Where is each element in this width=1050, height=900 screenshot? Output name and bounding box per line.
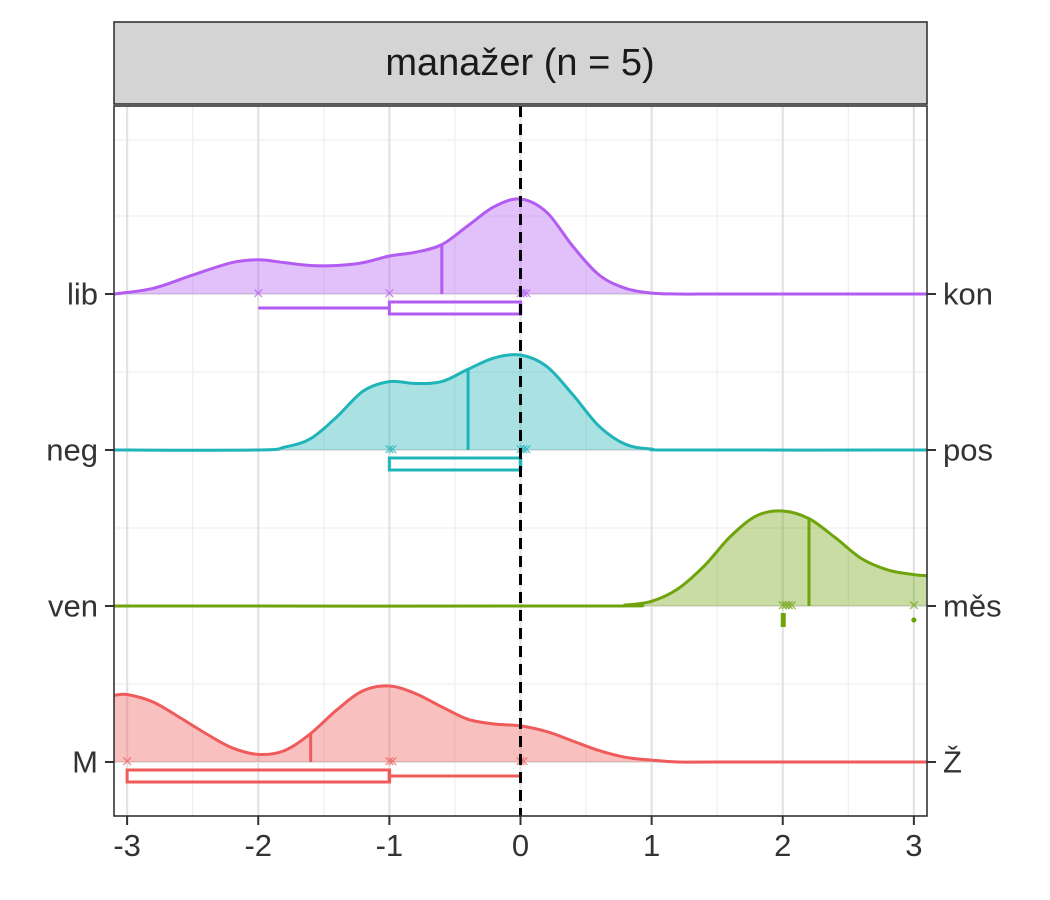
data-point: × bbox=[252, 284, 265, 302]
density-area bbox=[114, 510, 927, 607]
data-point: × bbox=[383, 440, 396, 458]
density-area bbox=[114, 198, 927, 295]
series-ven: ×××× × bbox=[113, 509, 928, 627]
data-point: × bbox=[776, 596, 789, 614]
box-collapsed bbox=[780, 613, 786, 627]
data-point: × bbox=[386, 440, 399, 458]
data-point: × bbox=[383, 752, 396, 770]
density-line bbox=[113, 353, 928, 452]
x-tick-label: 3 bbox=[905, 828, 922, 863]
density-area bbox=[114, 685, 927, 763]
y-label-right: kon bbox=[943, 277, 993, 312]
data-point: × bbox=[386, 752, 399, 770]
data-point: × bbox=[121, 752, 134, 770]
y-label-right: pos bbox=[943, 433, 993, 468]
density-line bbox=[113, 197, 927, 296]
x-tick-label: 2 bbox=[774, 828, 791, 863]
data-point: × bbox=[520, 284, 533, 302]
data-point: × bbox=[908, 596, 921, 614]
axes: -3 -2 -1 0 1 2 3 lib kon neg pos ven měs M Ž bbox=[46, 277, 1001, 864]
x-tick-label: 1 bbox=[643, 828, 660, 863]
y-label-left: lib bbox=[67, 277, 98, 312]
x-tick-label: 0 bbox=[512, 828, 529, 863]
data-point: × bbox=[782, 596, 795, 614]
y-label-right: Ž bbox=[943, 745, 962, 780]
y-label-left: neg bbox=[46, 433, 98, 468]
x-tick-label: -3 bbox=[113, 828, 141, 863]
density-line bbox=[113, 509, 928, 608]
y-label-right: měs bbox=[943, 589, 1002, 624]
data-point: × bbox=[520, 440, 533, 458]
x-tick-label: -1 bbox=[376, 828, 404, 863]
data-point: × bbox=[785, 596, 798, 614]
box-outlier bbox=[911, 617, 917, 623]
y-label-left: ven bbox=[48, 589, 98, 624]
data-point: × bbox=[383, 284, 396, 302]
density-line bbox=[113, 684, 927, 764]
y-label-left: M bbox=[72, 745, 98, 780]
facet-title: manažer (n = 5) bbox=[385, 42, 654, 84]
x-tick-label: -2 bbox=[244, 828, 272, 863]
facet-strip bbox=[113, 21, 928, 105]
data-point: × bbox=[779, 596, 792, 614]
